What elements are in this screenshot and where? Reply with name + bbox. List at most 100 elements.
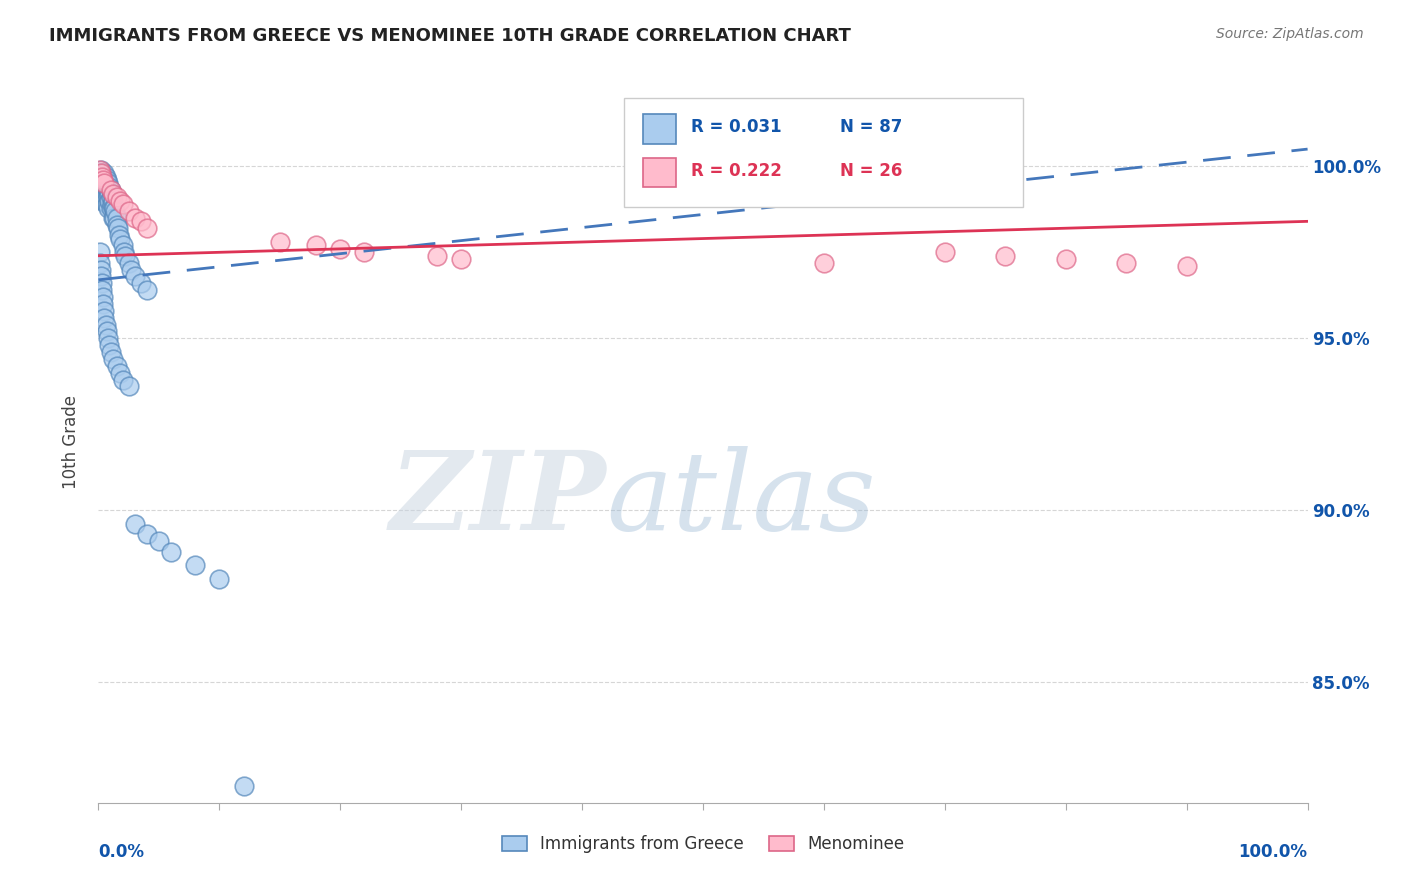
Point [91, 173, 114, 187]
Point [148, 534, 170, 549]
Point [129, 277, 152, 291]
Point [89, 255, 111, 269]
Point [353, 245, 375, 260]
Point [91, 283, 114, 297]
Point [97, 190, 120, 204]
Point [93, 166, 115, 180]
Point [93, 310, 115, 325]
Point [91, 166, 114, 180]
Point [91, 177, 114, 191]
Point [232, 779, 254, 793]
Point [90, 177, 112, 191]
Point [90, 269, 112, 284]
Point [91, 277, 114, 291]
Point [91, 169, 114, 184]
Point [104, 204, 127, 219]
Point [208, 572, 231, 586]
Text: R = 0.031: R = 0.031 [690, 119, 782, 136]
Text: IMMIGRANTS FROM GREECE VS MENOMINEE 10TH GRADE CORRELATION CHART: IMMIGRANTS FROM GREECE VS MENOMINEE 10TH… [49, 27, 851, 45]
Point [108, 228, 131, 243]
Legend: Immigrants from Greece, Menominee: Immigrants from Greece, Menominee [495, 828, 911, 860]
Point [118, 379, 141, 393]
Point [135, 527, 157, 541]
Point [91, 186, 114, 201]
Point [329, 242, 352, 256]
Point [1054, 252, 1077, 267]
Point [97, 177, 120, 191]
Point [160, 544, 183, 558]
Point [120, 262, 142, 277]
FancyBboxPatch shape [643, 114, 676, 144]
Point [94, 190, 117, 204]
Point [98, 338, 121, 352]
Point [89, 162, 111, 177]
Point [118, 204, 141, 219]
Point [91, 169, 114, 184]
Point [101, 211, 124, 225]
Point [103, 211, 125, 225]
Point [97, 331, 120, 345]
Point [94, 169, 117, 184]
Point [93, 177, 115, 191]
Point [105, 190, 128, 204]
Point [426, 249, 449, 263]
Point [450, 252, 472, 267]
Point [91, 173, 114, 187]
Point [1175, 259, 1198, 273]
Point [94, 177, 117, 191]
Point [96, 186, 118, 201]
Y-axis label: 10th Grade: 10th Grade [62, 394, 80, 489]
Point [108, 231, 131, 245]
Point [91, 290, 114, 304]
Point [90, 166, 112, 180]
Point [105, 218, 128, 232]
Point [96, 180, 118, 194]
Point [96, 173, 118, 187]
Point [101, 201, 124, 215]
Point [124, 517, 146, 532]
Text: N = 87: N = 87 [839, 119, 903, 136]
Point [91, 180, 114, 194]
Text: N = 26: N = 26 [839, 161, 903, 179]
Point [100, 190, 122, 204]
Point [94, 183, 117, 197]
Point [100, 183, 122, 197]
Point [118, 255, 141, 269]
Point [101, 351, 124, 366]
Point [100, 197, 122, 211]
Point [97, 183, 120, 197]
Point [90, 183, 112, 197]
FancyBboxPatch shape [624, 98, 1024, 207]
Point [994, 249, 1017, 263]
Point [100, 201, 122, 215]
Point [100, 186, 122, 201]
Point [90, 169, 112, 184]
Point [90, 162, 112, 177]
Point [96, 325, 118, 339]
Point [101, 194, 124, 208]
Point [91, 190, 114, 204]
Point [124, 211, 146, 225]
Point [934, 245, 956, 260]
Point [112, 245, 135, 260]
Point [111, 373, 134, 387]
Point [135, 283, 157, 297]
Point [93, 173, 115, 187]
Point [93, 303, 115, 318]
Point [89, 245, 111, 260]
Point [105, 211, 128, 225]
Point [89, 166, 111, 180]
Point [100, 183, 122, 197]
Point [90, 262, 112, 277]
Point [96, 197, 118, 211]
Point [100, 345, 122, 359]
Point [107, 221, 129, 235]
Text: atlas: atlas [606, 446, 876, 553]
Point [111, 238, 134, 252]
Point [108, 366, 131, 380]
Point [98, 194, 121, 208]
Point [93, 180, 115, 194]
Point [98, 180, 121, 194]
Point [305, 238, 328, 252]
Point [105, 359, 128, 373]
